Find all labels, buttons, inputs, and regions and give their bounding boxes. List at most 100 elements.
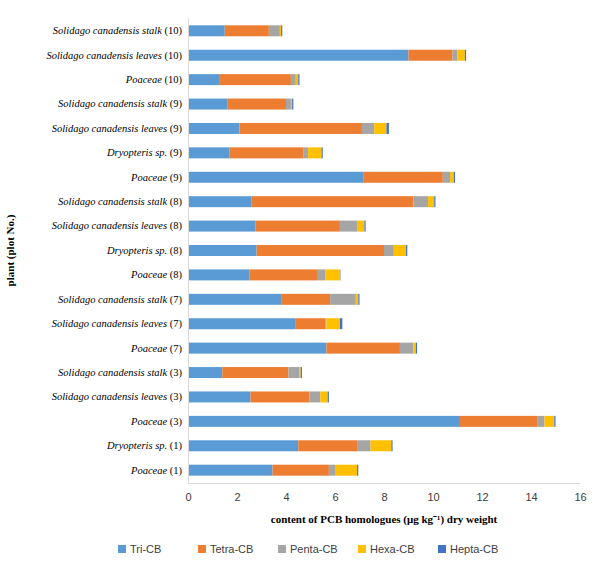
bar-segment	[309, 391, 320, 402]
bar-segment	[281, 25, 282, 36]
bar-segment	[303, 147, 308, 158]
legend-swatch	[118, 545, 126, 553]
tick-label: 8	[381, 491, 387, 503]
bar-segment	[458, 50, 465, 61]
bar-segment	[450, 172, 454, 183]
tick: Solidago canadensis stalk (9)	[58, 98, 188, 110]
bar-segment	[273, 465, 329, 476]
bar-segment	[544, 416, 554, 427]
tick: Poaceae (9)	[130, 172, 188, 184]
bar-segment	[291, 99, 292, 110]
tick-label: 2	[234, 491, 240, 503]
bar-segment	[325, 318, 326, 329]
tick: Dryopteris sp. (8)	[106, 245, 188, 257]
tick-label: 12	[476, 491, 488, 503]
legend-item: Hepta-CB	[438, 543, 498, 555]
bar-segment	[249, 269, 318, 280]
bar-segment	[374, 123, 386, 134]
bar-segment	[409, 50, 453, 61]
tick-label: Solidago canadensis leaves (9)	[52, 123, 183, 135]
y-axis-title: plant (plot No.)	[4, 214, 17, 286]
bar-segment	[454, 172, 455, 183]
tick: 0	[185, 483, 191, 503]
plot-area: 0246810121416Poaceae (1)Dryopteris sp. (…	[46, 19, 586, 503]
tick: Solidago canadensis leaves (8)	[52, 220, 188, 232]
tick-label: Dryopteris sp. (8)	[106, 245, 182, 257]
bar-segment	[339, 269, 340, 280]
tick: Poaceae (3)	[130, 416, 188, 428]
bar-segment	[400, 343, 413, 354]
bar-segment	[298, 74, 299, 85]
bar-segment	[318, 269, 325, 280]
bar-segment	[298, 440, 357, 451]
bar-segment	[188, 221, 255, 232]
tick: 6	[332, 483, 338, 503]
tick: Solidago canadensis stalk (3)	[58, 367, 188, 379]
tick: 14	[525, 483, 537, 503]
bar-segment	[188, 74, 220, 85]
bar-segment	[320, 391, 327, 402]
bar-segment	[188, 294, 281, 305]
bar-segment	[322, 147, 323, 158]
bar-segment	[257, 245, 384, 256]
bar-segment	[340, 318, 342, 329]
tick-label: Solidago canadensis leaves (8)	[52, 220, 183, 232]
bar-segment	[286, 99, 291, 110]
bar-segment	[428, 196, 434, 207]
tick: Poaceae (8)	[130, 269, 188, 281]
legend-label: Hepta-CB	[450, 543, 498, 555]
y-axis: Poaceae (1) Dryopteris sp. (1) Poaceae (3)…	[46, 19, 188, 484]
series	[269, 25, 545, 475]
x-axis-title: content of PCB homologues (μg kg⁻¹) dry …	[271, 513, 498, 526]
bar-segment	[434, 196, 435, 207]
tick-label: 6	[332, 491, 338, 503]
tick-label: Solidago canadensis stalk (9)	[58, 98, 182, 110]
tick-label: Solidago canadensis leaves (3)	[52, 391, 183, 403]
tick-label: Poaceae (10)	[125, 74, 183, 86]
bar-segment	[281, 294, 330, 305]
bar-segment	[364, 221, 365, 232]
bar-segment	[326, 343, 400, 354]
bar-segment	[386, 123, 388, 134]
bar-segment	[188, 25, 225, 36]
tick-label: Poaceae (1)	[130, 465, 183, 477]
bar-segment	[357, 440, 370, 451]
tick: Dryopteris sp. (9)	[106, 147, 188, 159]
tick-label: Dryopteris sp. (9)	[106, 147, 182, 159]
bar-segment	[188, 391, 250, 402]
axis-line	[189, 483, 581, 484]
tick: Solidago canadensis leaves (9)	[52, 123, 188, 135]
bar-segment	[188, 440, 298, 451]
bars	[188, 25, 556, 475]
bar-segment	[356, 294, 358, 305]
bar-segment	[255, 221, 340, 232]
bar-segment	[188, 196, 252, 207]
bar-segment	[330, 294, 356, 305]
bar-segment	[443, 172, 450, 183]
bar-segment	[413, 196, 428, 207]
tick-label: 4	[283, 491, 289, 503]
tick-label: Solidago canadensis leaves (7)	[52, 318, 183, 330]
bar-segment	[465, 50, 466, 61]
tick: Solidago canadensis leaves (7)	[52, 318, 188, 330]
legend-swatch	[358, 545, 366, 553]
bar-segment	[326, 318, 339, 329]
legend-label: Tri-CB	[130, 543, 161, 555]
bar-segment	[227, 99, 286, 110]
bar-segment	[358, 294, 359, 305]
bar-segment	[537, 416, 544, 427]
legend-label: Hexa-CB	[370, 543, 415, 555]
tick: 8	[381, 483, 387, 503]
legend-swatch	[278, 545, 286, 553]
bar-segment	[188, 245, 257, 256]
bar-segment	[329, 465, 335, 476]
series	[188, 25, 460, 475]
bar-segment	[299, 367, 300, 378]
bar-segment	[406, 245, 407, 256]
tick: Solidago canadensis stalk (7)	[58, 294, 188, 306]
tick: Dryopteris sp. (1)	[106, 440, 188, 452]
tick-label: Solidago canadensis stalk (10)	[53, 25, 183, 37]
bar-segment	[371, 440, 392, 451]
bar-segment	[188, 172, 363, 183]
bar-segment	[413, 343, 415, 354]
